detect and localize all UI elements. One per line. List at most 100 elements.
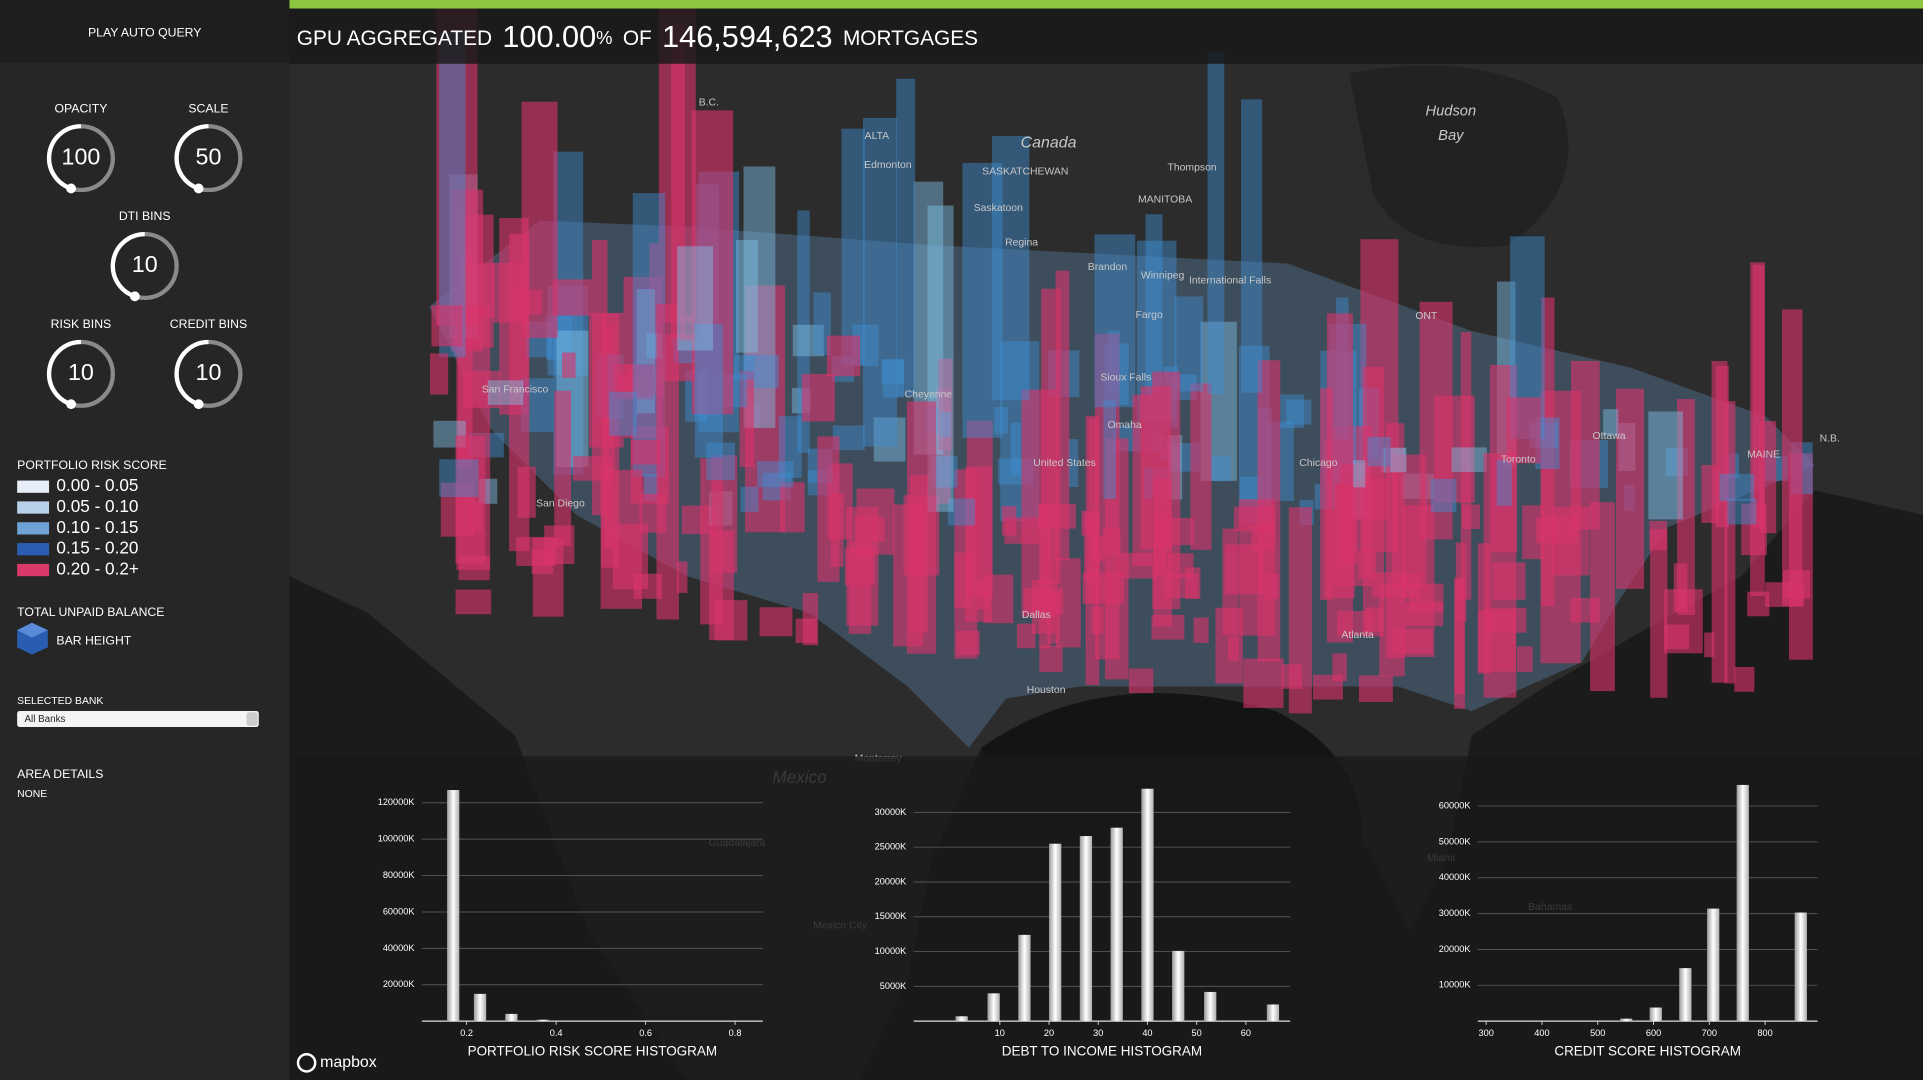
bar — [447, 790, 460, 1022]
bar — [1141, 788, 1154, 1022]
bar — [1018, 934, 1031, 1022]
map-label: Toronto — [1501, 454, 1536, 465]
map-column — [1055, 270, 1070, 561]
bar — [955, 1016, 968, 1022]
knob-handle[interactable] — [66, 183, 76, 194]
x-tick-label: 0.4 — [550, 1028, 563, 1038]
legend-swatch — [17, 501, 50, 514]
knob-value[interactable]: 10 — [68, 359, 94, 385]
knob-arc[interactable] — [46, 339, 82, 407]
map-column — [1358, 675, 1393, 702]
map-column — [1313, 674, 1343, 700]
map-column — [938, 358, 953, 451]
map-column — [739, 371, 754, 468]
play-button-label[interactable]: PLAY AUTO QUERY — [88, 25, 202, 39]
map-label: San Francisco — [482, 385, 549, 396]
knob-arc[interactable] — [174, 124, 209, 191]
bar — [1079, 836, 1093, 1022]
y-tick-label: 5000K — [880, 981, 907, 991]
map-label: Brandon — [1088, 262, 1128, 273]
map-label: Dallas — [1022, 610, 1051, 621]
legend-swatch — [17, 543, 50, 556]
map-column — [1516, 646, 1533, 672]
x-tick-label: 600 — [1646, 1028, 1661, 1038]
bar — [536, 1019, 549, 1022]
map-column — [1765, 582, 1805, 607]
map-column — [841, 128, 865, 365]
legend-swatch — [17, 480, 50, 493]
map-column — [1039, 645, 1063, 673]
map-column — [691, 110, 734, 415]
map-column — [759, 607, 793, 637]
map-column — [609, 391, 638, 436]
map-label: ALTA — [865, 131, 890, 142]
knob-arc[interactable] — [174, 339, 209, 407]
header-of: OF — [623, 27, 652, 50]
y-tick-label: 80000K — [383, 870, 416, 880]
y-tick-label: 60000K — [383, 906, 416, 916]
map-column — [1483, 453, 1517, 698]
chart-title: PORTFOLIO RISK SCORE HISTOGRAM — [468, 1043, 718, 1058]
knob-value[interactable]: 10 — [132, 251, 158, 277]
knob-label: SCALE — [188, 101, 228, 115]
knob-handle[interactable] — [129, 291, 140, 302]
knob-handle[interactable] — [193, 399, 204, 410]
map-column — [780, 482, 805, 533]
y-tick-label: 50000K — [1439, 836, 1472, 846]
knob-value[interactable]: 10 — [196, 359, 222, 385]
map-label: MANITOBA — [1138, 195, 1192, 206]
area-details-value: NONE — [17, 789, 47, 800]
map-column — [1355, 478, 1388, 520]
map-column — [592, 239, 608, 516]
map-column — [1215, 607, 1243, 684]
map-column — [1243, 658, 1284, 708]
knob-value[interactable]: 50 — [196, 143, 222, 169]
y-tick-label: 20000K — [875, 876, 908, 886]
map-column — [1750, 262, 1765, 596]
y-tick-label: 40000K — [1439, 872, 1472, 882]
map-label: Ottawa — [1593, 431, 1626, 442]
map-column — [1128, 668, 1154, 694]
selected-bank-label: SELECTED BANK — [17, 696, 103, 707]
map-label: Regina — [1005, 237, 1038, 248]
map-column — [1570, 360, 1600, 530]
knob-arc[interactable] — [46, 124, 82, 191]
knob-value[interactable]: 100 — [62, 143, 101, 169]
knob-handle[interactable] — [193, 183, 204, 194]
map-label: Winnipeg — [1141, 271, 1185, 282]
map-column — [656, 304, 679, 620]
map-column — [677, 246, 714, 351]
map-column — [1677, 399, 1695, 615]
legend-label: 0.20 - 0.2+ — [56, 559, 139, 579]
map-label: Cheyenne — [905, 389, 953, 400]
map-column — [1103, 400, 1116, 499]
bar — [1620, 1018, 1633, 1022]
map-column — [906, 401, 937, 654]
map-attribution: mapbox — [320, 1054, 377, 1071]
x-tick-label: 500 — [1590, 1028, 1605, 1038]
map-column — [429, 353, 449, 395]
charts-panel — [289, 756, 1923, 1080]
bar — [1172, 950, 1185, 1022]
y-tick-label: 15000K — [875, 911, 908, 921]
map-column — [1704, 632, 1715, 658]
bank-select[interactable] — [17, 711, 259, 727]
map-label: Hudson — [1425, 103, 1476, 119]
y-tick-label: 100000K — [378, 834, 416, 844]
map-column — [844, 547, 875, 585]
y-tick-label: 25000K — [875, 842, 908, 852]
bar — [987, 993, 1000, 1022]
knob-label: RISK BINS — [51, 317, 112, 331]
select-arrow[interactable] — [246, 712, 258, 726]
map-column — [1734, 666, 1755, 692]
bar — [1049, 843, 1062, 1022]
play-button[interactable] — [0, 0, 290, 63]
knob-arc[interactable] — [110, 231, 145, 299]
map-label: MAINE — [1747, 450, 1780, 461]
knob-handle[interactable] — [66, 399, 76, 410]
map-label: Thompson — [1167, 163, 1216, 174]
bank-select-value[interactable]: All Banks — [25, 714, 66, 725]
map-column — [431, 305, 463, 347]
